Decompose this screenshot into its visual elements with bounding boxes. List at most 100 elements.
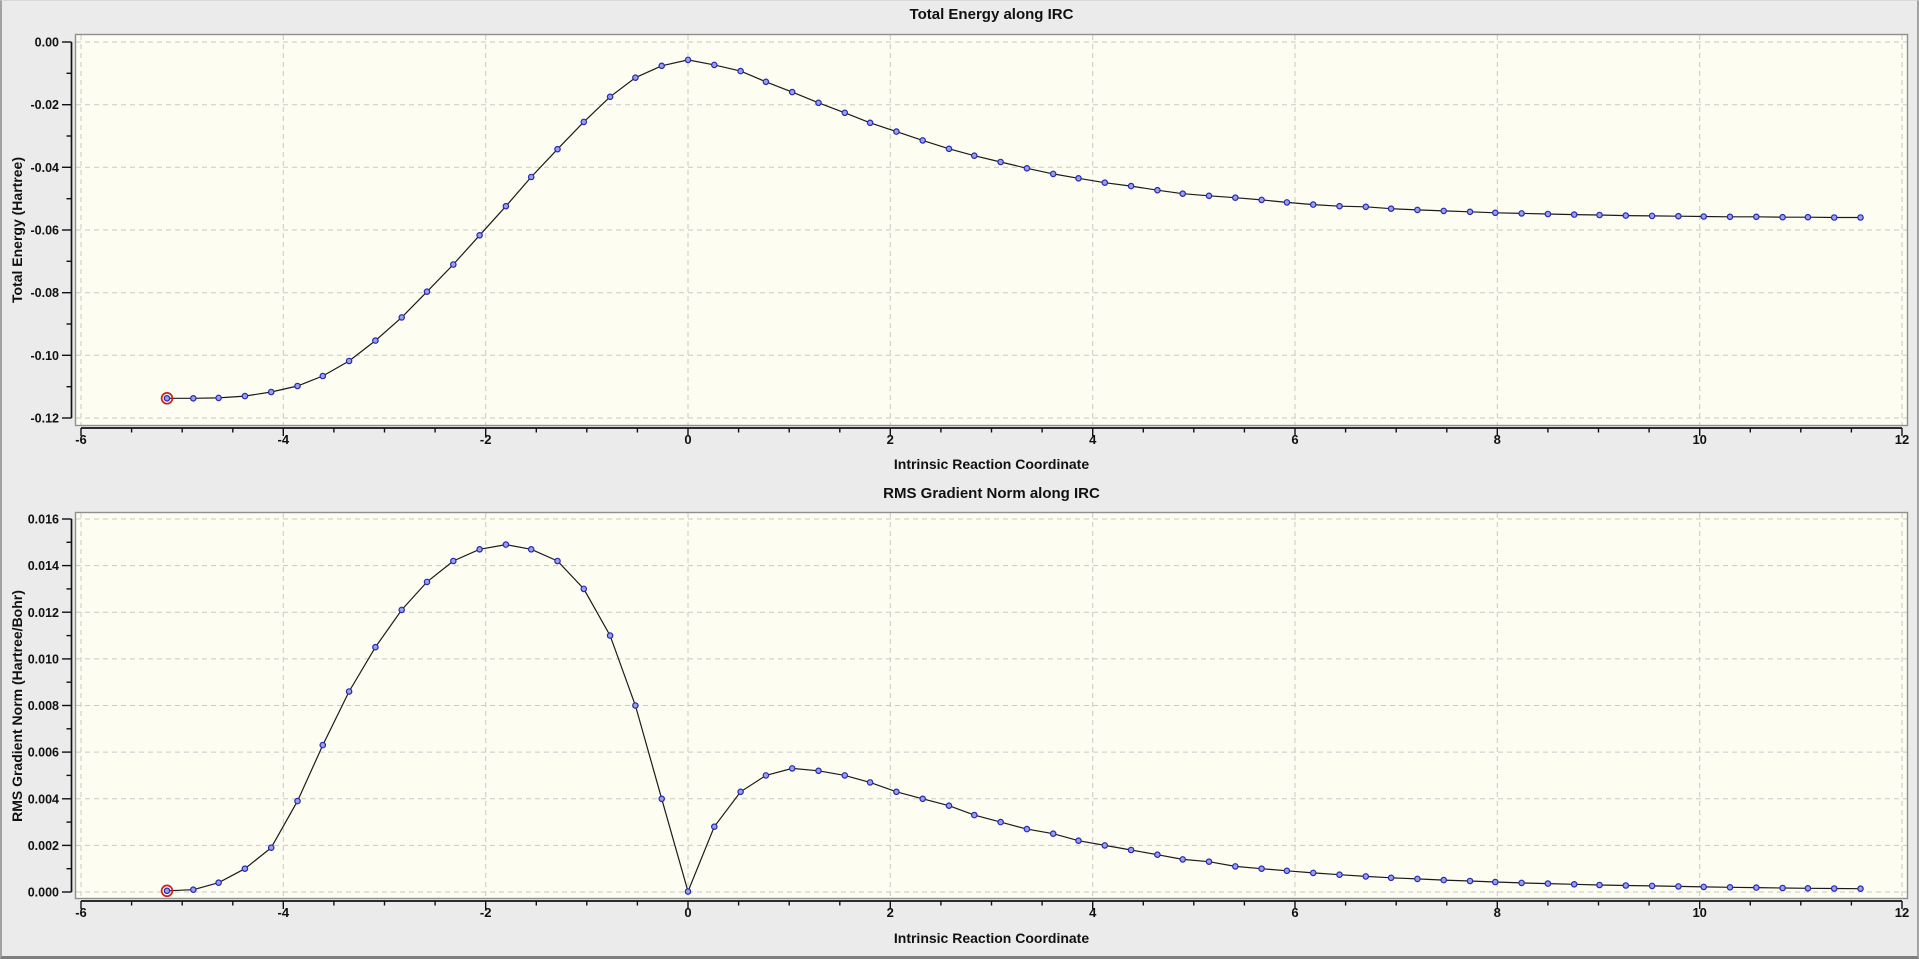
data-point-marker[interactable]: [1440, 876, 1448, 884]
data-point-marker[interactable]: [1127, 846, 1135, 854]
data-point-marker[interactable]: [632, 702, 639, 709]
data-point-marker[interactable]: [294, 382, 301, 390]
data-point-marker[interactable]: [1154, 851, 1161, 859]
data-point-marker[interactable]: [1726, 213, 1734, 221]
data-point-marker[interactable]: [241, 865, 249, 873]
data-point-marker[interactable]: [1492, 878, 1499, 886]
data-point-marker[interactable]: [215, 879, 222, 887]
data-point-marker[interactable]: [163, 887, 171, 895]
data-point-marker[interactable]: [658, 62, 666, 70]
data-point-marker[interactable]: [580, 585, 588, 593]
selected-point-ring[interactable]: [160, 392, 174, 405]
data-point-marker[interactable]: [632, 74, 639, 82]
data-point-marker[interactable]: [997, 158, 1004, 166]
data-point-marker[interactable]: [1205, 858, 1213, 866]
data-point-marker[interactable]: [1726, 883, 1734, 891]
data-point-marker[interactable]: [267, 388, 275, 396]
data-point-marker[interactable]: [345, 357, 353, 365]
data-point-marker[interactable]: [372, 643, 379, 651]
data-point-marker[interactable]: [1023, 825, 1031, 833]
data-point-marker[interactable]: [1309, 869, 1317, 877]
data-point-marker[interactable]: [1804, 884, 1812, 892]
data-point-marker[interactable]: [319, 372, 327, 380]
data-point-marker[interactable]: [658, 795, 666, 803]
data-point-marker[interactable]: [398, 606, 406, 614]
data-point-marker[interactable]: [970, 152, 978, 160]
data-point-marker[interactable]: [788, 765, 796, 772]
data-point-marker[interactable]: [841, 109, 849, 117]
data-point-marker[interactable]: [423, 578, 431, 586]
data-point-marker[interactable]: [1414, 875, 1421, 883]
selected-point-ring[interactable]: [160, 884, 174, 898]
data-point-marker[interactable]: [1830, 214, 1838, 221]
data-point-marker[interactable]: [319, 741, 327, 749]
data-point-marker[interactable]: [1049, 830, 1057, 838]
data-point-marker[interactable]: [1857, 214, 1864, 221]
data-point-marker[interactable]: [449, 557, 457, 565]
data-point-marker[interactable]: [267, 844, 275, 852]
data-point-marker[interactable]: [945, 145, 953, 153]
data-point-marker[interactable]: [1387, 874, 1395, 882]
data-point-marker[interactable]: [684, 888, 692, 895]
data-point-marker[interactable]: [476, 232, 483, 239]
data-point-marker[interactable]: [1283, 867, 1291, 875]
data-point-marker[interactable]: [1518, 210, 1525, 217]
data-point-marker[interactable]: [866, 119, 874, 127]
data-point-marker[interactable]: [893, 788, 900, 796]
data-point-marker[interactable]: [1675, 883, 1682, 890]
data-point-marker[interactable]: [1466, 877, 1474, 885]
data-point-marker[interactable]: [1518, 879, 1525, 887]
data-point-marker[interactable]: [1570, 211, 1578, 218]
data-point-marker[interactable]: [1596, 881, 1603, 889]
data-point-marker[interactable]: [1232, 863, 1239, 870]
data-point-marker[interactable]: [190, 886, 197, 894]
data-point-marker[interactable]: [163, 394, 171, 402]
data-point-marker[interactable]: [1387, 205, 1395, 213]
data-point-marker[interactable]: [1154, 186, 1161, 194]
data-point-marker[interactable]: [1336, 871, 1343, 879]
data-point-marker[interactable]: [710, 61, 718, 69]
data-point-marker[interactable]: [841, 772, 849, 779]
data-point-marker[interactable]: [1700, 883, 1708, 891]
data-point-marker[interactable]: [1414, 206, 1421, 214]
data-point-marker[interactable]: [1258, 196, 1265, 204]
data-point-marker[interactable]: [893, 128, 900, 135]
data-point-marker[interactable]: [1596, 211, 1603, 219]
data-point-marker[interactable]: [476, 545, 483, 553]
data-point-marker[interactable]: [1753, 213, 1760, 221]
data-point-marker[interactable]: [1857, 885, 1864, 893]
data-point-marker[interactable]: [1648, 212, 1656, 220]
data-point-marker[interactable]: [1830, 885, 1838, 892]
data-point-marker[interactable]: [919, 137, 927, 144]
data-point-marker[interactable]: [1440, 207, 1448, 215]
data-point-marker[interactable]: [502, 541, 510, 548]
data-point-marker[interactable]: [606, 93, 614, 101]
data-point-marker[interactable]: [398, 314, 406, 321]
data-point-marker[interactable]: [1309, 201, 1317, 208]
data-point-marker[interactable]: [1570, 880, 1578, 888]
data-point-marker[interactable]: [919, 795, 927, 803]
data-point-marker[interactable]: [1700, 213, 1708, 220]
data-point-marker[interactable]: [737, 67, 744, 75]
data-point-marker[interactable]: [606, 632, 614, 639]
data-point-marker[interactable]: [449, 261, 457, 268]
data-point-marker[interactable]: [945, 802, 953, 810]
data-point-marker[interactable]: [372, 337, 379, 344]
data-point-marker[interactable]: [1205, 192, 1213, 200]
data-point-marker[interactable]: [345, 688, 353, 695]
data-point-marker[interactable]: [1779, 884, 1786, 892]
data-point-marker[interactable]: [815, 99, 822, 107]
data-point-marker[interactable]: [1804, 213, 1812, 221]
data-point-marker[interactable]: [737, 788, 744, 796]
data-point-marker[interactable]: [1075, 837, 1082, 845]
data-point-marker[interactable]: [1544, 210, 1552, 218]
data-point-marker[interactable]: [1283, 199, 1291, 206]
data-point-marker[interactable]: [1258, 865, 1265, 873]
data-point-marker[interactable]: [788, 88, 796, 96]
data-point-marker[interactable]: [580, 118, 588, 126]
data-point-marker[interactable]: [710, 823, 718, 831]
data-point-marker[interactable]: [1544, 880, 1552, 887]
data-point-marker[interactable]: [866, 779, 874, 786]
data-point-marker[interactable]: [1753, 884, 1760, 891]
